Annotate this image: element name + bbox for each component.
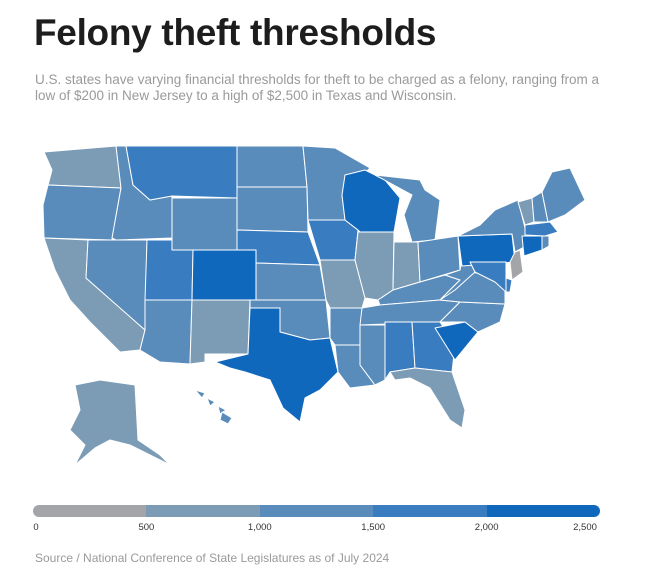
state-arkansas[interactable] <box>329 307 363 346</box>
state-maine[interactable] <box>541 167 586 223</box>
state-arizona[interactable] <box>139 299 193 365</box>
state-colorado[interactable] <box>191 249 257 301</box>
page-title: Felony theft thresholds <box>34 12 437 53</box>
state-texas[interactable] <box>214 307 339 423</box>
state-rhode-island[interactable] <box>541 235 550 251</box>
legend-tick-label: 2,500 <box>573 522 597 533</box>
state-washington[interactable] <box>43 145 122 189</box>
state-hawaii[interactable] <box>194 389 233 425</box>
state-florida[interactable] <box>389 367 466 429</box>
state-south-dakota[interactable] <box>236 186 309 233</box>
state-kansas[interactable] <box>255 262 327 301</box>
legend-tick-label: 2,000 <box>474 522 499 533</box>
state-alaska[interactable] <box>69 379 171 466</box>
source-note: Source / National Conference of State Le… <box>35 551 390 565</box>
state-north-dakota[interactable] <box>236 145 308 188</box>
legend-tick-label: 1,000 <box>247 522 272 533</box>
legend-segment <box>486 505 600 517</box>
legend-segment <box>146 505 260 517</box>
legend-segment <box>259 505 374 517</box>
state-maryland[interactable] <box>469 261 507 293</box>
state-new-mexico[interactable] <box>189 299 251 365</box>
state-mississippi[interactable] <box>359 324 386 386</box>
legend-tick-label: 0 <box>33 522 39 533</box>
legend-segment <box>33 505 147 517</box>
legend-tick-label: 1,500 <box>361 522 386 533</box>
subtitle: U.S. states have varying financial thres… <box>35 72 600 103</box>
state-connecticut[interactable] <box>521 235 543 257</box>
state-massachusetts[interactable] <box>524 221 559 237</box>
state-oregon[interactable] <box>42 184 122 241</box>
state-pennsylvania[interactable] <box>457 233 516 267</box>
state-new-jersey[interactable] <box>509 249 524 281</box>
legend-color-scale <box>33 505 600 517</box>
state-wyoming[interactable] <box>171 197 238 251</box>
state-wisconsin[interactable] <box>341 169 401 233</box>
us-choropleth-map <box>42 145 586 466</box>
state-montana[interactable] <box>125 145 238 201</box>
legend-tick-label: 500 <box>138 522 155 533</box>
legend-segment <box>373 505 487 517</box>
